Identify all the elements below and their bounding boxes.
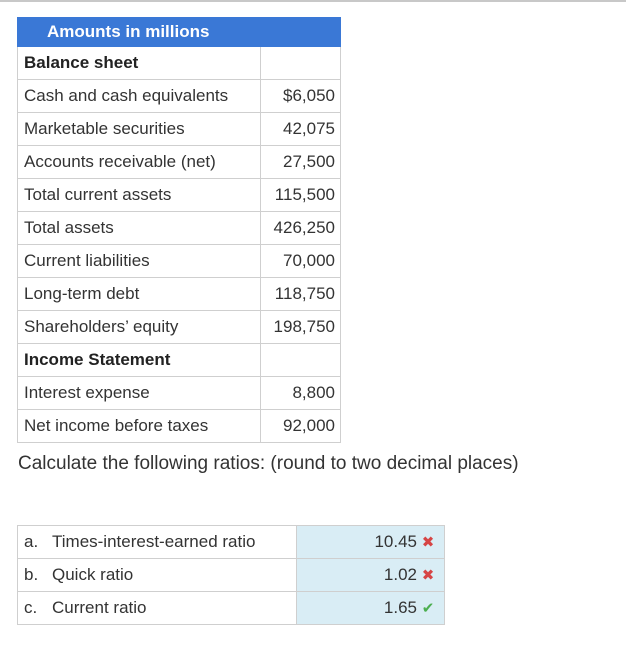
table-header: Amounts in millions [17, 17, 341, 47]
row-label: Accounts receivable (net) [17, 145, 261, 179]
ratio-letter: c. [24, 598, 38, 617]
table-row: Total assets 426,250 [17, 211, 341, 245]
row-label: Shareholders’ equity [17, 310, 261, 344]
row-value: 8,800 [260, 376, 341, 410]
section-title-balance-sheet: Balance sheet [17, 46, 261, 80]
answer-input-quick-ratio[interactable]: 1.02 ✖ [296, 558, 445, 592]
row-value: 27,500 [260, 145, 341, 179]
ratio-label-cell: c. Current ratio [17, 591, 297, 625]
ratio-row: c. Current ratio 1.65 ✔ [17, 591, 445, 625]
row-value: $6,050 [260, 79, 341, 113]
ratio-row: a. Times-interest-earned ratio 10.45 ✖ [17, 525, 445, 559]
table-row: Current liabilities 70,000 [17, 244, 341, 278]
ratios-table: a. Times-interest-earned ratio 10.45 ✖ b. Q… [17, 525, 445, 625]
cross-icon: ✖ [421, 534, 435, 551]
table-row: Shareholders’ equity 198,750 [17, 310, 341, 344]
question-prompt: Calculate the following ratios: (round t… [18, 453, 519, 474]
row-label: Total assets [17, 211, 261, 245]
table-row: Marketable securities 42,075 [17, 112, 341, 146]
ratio-row: b. Quick ratio 1.02 ✖ [17, 558, 445, 592]
row-value: 115,500 [260, 178, 341, 212]
ratio-label-cell: a. Times-interest-earned ratio [17, 525, 297, 559]
ratio-letter: b. [24, 565, 39, 584]
row-value: 426,250 [260, 211, 341, 245]
table-row: Interest expense 8,800 [17, 376, 341, 410]
table-row: Net income before taxes 92,000 [17, 409, 341, 443]
row-label: Interest expense [17, 376, 261, 410]
table-header-row: Amounts in millions [17, 17, 341, 47]
answer-input-times-interest-earned[interactable]: 10.45 ✖ [296, 525, 445, 559]
ratio-label: Times-interest-earned ratio [52, 532, 256, 551]
row-value: 198,750 [260, 310, 341, 344]
table-row: Accounts receivable (net) 27,500 [17, 145, 341, 179]
answer-value: 1.02 [383, 565, 417, 584]
section-row: Balance sheet [17, 46, 341, 80]
table-row: Cash and cash equivalents $6,050 [17, 79, 341, 113]
row-label: Net income before taxes [17, 409, 261, 443]
row-label: Cash and cash equivalents [17, 79, 261, 113]
section-row: Income Statement [17, 343, 341, 377]
ratio-letter: a. [24, 532, 39, 551]
table-row: Total current assets 115,500 [17, 178, 341, 212]
table-row: Long-term debt 118,750 [17, 277, 341, 311]
row-label: Current liabilities [17, 244, 261, 278]
ratio-label: Quick ratio [52, 565, 134, 584]
ratio-label-cell: b. Quick ratio [17, 558, 297, 592]
ratio-label: Current ratio [52, 598, 147, 617]
cross-icon: ✖ [421, 567, 435, 584]
row-label: Total current assets [17, 178, 261, 212]
answer-value: 10.45 [374, 532, 417, 551]
check-icon: ✔ [421, 600, 435, 617]
row-label: Marketable securities [17, 112, 261, 146]
row-label: Long-term debt [17, 277, 261, 311]
answer-value: 1.65 [383, 598, 417, 617]
row-value: 70,000 [260, 244, 341, 278]
answer-input-current-ratio[interactable]: 1.65 ✔ [296, 591, 445, 625]
top-divider [0, 0, 626, 2]
section-title-income-statement: Income Statement [17, 343, 261, 377]
balance-sheet-table: Amounts in millions Balance sheet Cash a… [17, 17, 341, 443]
row-value: 118,750 [260, 277, 341, 311]
row-value: 42,075 [260, 112, 341, 146]
row-value: 92,000 [260, 409, 341, 443]
